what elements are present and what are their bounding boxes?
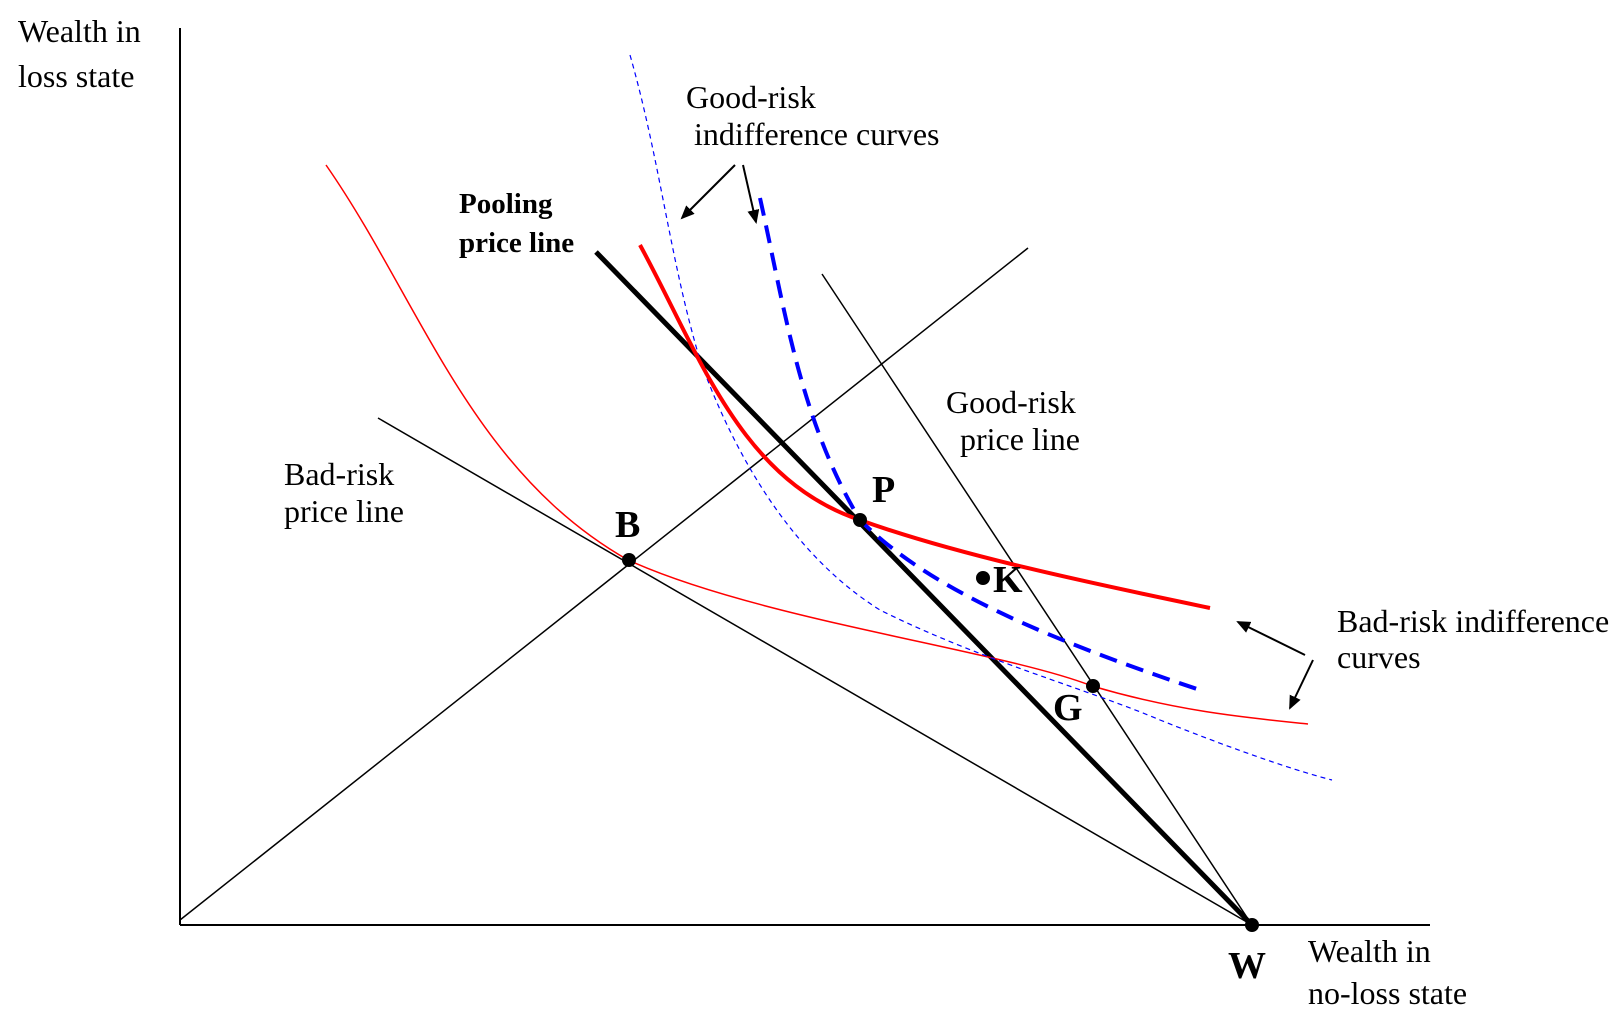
x-axis-label-line2: no-loss state <box>1308 975 1467 1009</box>
y-axis-label-line2: loss state <box>18 58 134 94</box>
bad-risk-price-line <box>377 417 1253 926</box>
point-k-label: K <box>993 559 1023 601</box>
good-risk-indifference-label-line1: Good-risk <box>686 79 816 115</box>
point-k-marker <box>976 571 990 585</box>
point-p-marker <box>853 513 867 527</box>
point-w-label: W <box>1228 945 1266 987</box>
bad-risk-indifference-label-line2: curves <box>1337 639 1421 675</box>
point-p-label: P <box>872 469 895 511</box>
point-g-marker <box>1086 679 1100 693</box>
good-risk-price-line <box>821 273 1253 926</box>
bad-risk-indifference-curve-bold <box>638 244 1211 610</box>
bad-risk-indifference-label-line1: Bad-risk indifference <box>1337 603 1609 639</box>
pooling-price-line <box>594 250 1254 927</box>
bad-risk-arrow-1 <box>1236 621 1306 656</box>
good-risk-price-line-label-line2: price line <box>960 421 1080 457</box>
bad-risk-price-line-label-line2: price line <box>284 493 404 529</box>
point-b-label: B <box>615 504 640 546</box>
point-b-marker <box>622 553 636 567</box>
pooling-price-line-label-line2: price line <box>459 227 574 259</box>
good-risk-arrow-1 <box>680 164 736 220</box>
good-risk-indifference-label-line2: indifference curves <box>694 116 940 152</box>
certainty-line <box>179 247 1029 921</box>
x-axis-label-line1: Wealth in <box>1308 933 1431 969</box>
good-risk-price-line-label-line1: Good-risk <box>946 384 1076 420</box>
y-axis-label-line1: Wealth in <box>18 13 141 49</box>
bad-risk-arrow-2 <box>1289 659 1314 710</box>
point-g-label: G <box>1053 687 1083 729</box>
point-w-marker <box>1245 918 1259 932</box>
good-risk-arrow-2 <box>742 164 760 224</box>
bad-risk-price-line-label-line1: Bad-risk <box>284 456 394 492</box>
pooling-price-line-label-line1: Pooling <box>459 188 553 220</box>
bad-risk-indifference-curve-thin <box>325 164 1309 725</box>
